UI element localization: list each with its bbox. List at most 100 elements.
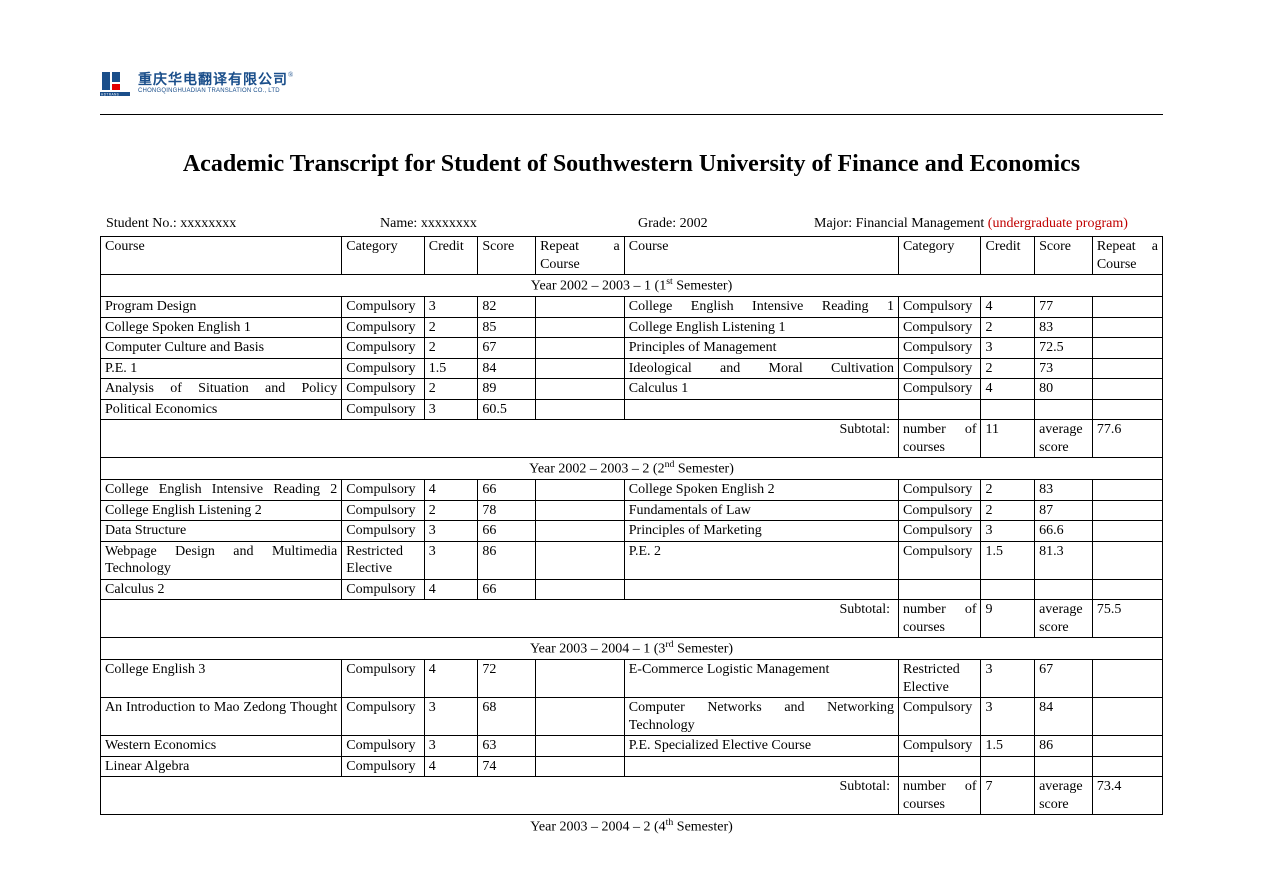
svg-text:HDTRANS: HDTRANS — [101, 93, 119, 97]
student-info-row: Student No.: xxxxxxxx Name: xxxxxxxx Gra… — [100, 216, 1163, 236]
table-row: Analysis of Situation and PolicyCompulso… — [101, 379, 1163, 400]
table-cell — [981, 579, 1035, 600]
table-cell: Repeat a Course — [536, 237, 625, 275]
table-cell: 4 — [981, 379, 1035, 400]
table-cell: Compulsory — [342, 358, 424, 379]
table-cell: 86 — [1035, 736, 1093, 757]
table-cell: Principles of Management — [624, 338, 898, 359]
subtotal-row: Subtotal: number of courses 9 average sc… — [101, 600, 1163, 638]
table-cell — [899, 579, 981, 600]
table-cell: 3 — [981, 521, 1035, 542]
table-cell: Compulsory — [342, 579, 424, 600]
table-cell — [1092, 660, 1162, 698]
table-cell — [536, 660, 625, 698]
table-cell: 3 — [424, 399, 478, 420]
document-title: Academic Transcript for Student of South… — [100, 151, 1163, 178]
table-cell: Compulsory — [342, 399, 424, 420]
table-cell: Credit — [424, 237, 478, 275]
semester-header: Year 2003 – 2004 – 1 (3rd Semester) — [101, 638, 1163, 660]
table-cell: 89 — [478, 379, 536, 400]
table-cell: 3 — [424, 297, 478, 318]
table-cell: College Spoken English 1 — [101, 317, 342, 338]
table-row: Data StructureCompulsory366 Principles o… — [101, 521, 1163, 542]
table-cell: College English Intensive Reading 1 — [624, 297, 898, 318]
table-row: An Introduction to Mao Zedong ThoughtCom… — [101, 698, 1163, 736]
table-cell: College English Intensive Reading 2 — [101, 480, 342, 501]
table-cell — [1092, 317, 1162, 338]
table-cell: 82 — [478, 297, 536, 318]
table-cell — [1035, 399, 1093, 420]
table-cell — [1092, 338, 1162, 359]
header-divider — [100, 114, 1163, 115]
table-cell: 4 — [424, 660, 478, 698]
table-cell: Western Economics — [101, 736, 342, 757]
table-cell: Course — [101, 237, 342, 275]
table-header-row: CourseCategoryCreditScoreRepeat a Course… — [101, 237, 1163, 275]
table-cell: Computer Culture and Basis — [101, 338, 342, 359]
table-row: Political EconomicsCompulsory360.5 — [101, 399, 1163, 420]
table-cell: College Spoken English 2 — [624, 480, 898, 501]
table-cell — [536, 756, 625, 777]
table-cell: 78 — [478, 500, 536, 521]
table-cell: 68 — [478, 698, 536, 736]
table-cell: Compulsory — [899, 541, 981, 579]
table-cell: 84 — [1035, 698, 1093, 736]
table-cell: 1.5 — [981, 736, 1035, 757]
table-cell — [1035, 579, 1093, 600]
table-cell — [624, 756, 898, 777]
table-cell: P.E. 1 — [101, 358, 342, 379]
table-cell — [624, 399, 898, 420]
table-row: College Spoken English 1Compulsory285 Co… — [101, 317, 1163, 338]
table-cell: 4 — [424, 756, 478, 777]
table-cell — [1092, 736, 1162, 757]
subtotal-row: Subtotal: number of courses 11 average s… — [101, 420, 1163, 458]
table-cell: Compulsory — [899, 317, 981, 338]
table-cell: 67 — [478, 338, 536, 359]
table-cell — [536, 338, 625, 359]
table-cell: 2 — [981, 358, 1035, 379]
table-cell: 66 — [478, 521, 536, 542]
table-cell: 86 — [478, 541, 536, 579]
table-cell — [1092, 399, 1162, 420]
semester-header: Year 2002 – 2003 – 1 (1st Semester) — [101, 275, 1163, 297]
table-cell — [536, 541, 625, 579]
table-cell: 83 — [1035, 317, 1093, 338]
table-cell: Analysis of Situation and Policy — [101, 379, 342, 400]
table-cell: Restricted Elective — [342, 541, 424, 579]
table-row: Webpage Design and Multimedia Technology… — [101, 541, 1163, 579]
table-row: Linear AlgebraCompulsory474 — [101, 756, 1163, 777]
table-cell — [1092, 756, 1162, 777]
table-cell: Compulsory — [342, 736, 424, 757]
table-cell: Compulsory — [899, 358, 981, 379]
table-cell: An Introduction to Mao Zedong Thought — [101, 698, 342, 736]
table-cell: 2 — [424, 500, 478, 521]
table-cell: 4 — [424, 579, 478, 600]
transcript-table: CourseCategoryCreditScoreRepeat a Course… — [100, 236, 1163, 815]
table-row: Calculus 2Compulsory466 — [101, 579, 1163, 600]
table-cell — [624, 579, 898, 600]
table-cell: Restricted Elective — [899, 660, 981, 698]
table-cell: 72.5 — [1035, 338, 1093, 359]
table-cell: College English Listening 1 — [624, 317, 898, 338]
logo-mark-icon: HDTRANS — [100, 70, 130, 96]
table-cell: 3 — [424, 541, 478, 579]
table-cell: Compulsory — [342, 698, 424, 736]
table-row: Computer Culture and BasisCompulsory267 … — [101, 338, 1163, 359]
table-cell: 66.6 — [1035, 521, 1093, 542]
table-cell — [1092, 480, 1162, 501]
table-cell: Compulsory — [342, 500, 424, 521]
table-cell: 67 — [1035, 660, 1093, 698]
table-cell — [536, 480, 625, 501]
table-cell — [899, 756, 981, 777]
table-cell: 3 — [981, 698, 1035, 736]
student-major: Major: Financial Management (undergradua… — [814, 216, 1157, 232]
table-cell — [536, 500, 625, 521]
table-cell: Credit — [981, 237, 1035, 275]
table-cell — [536, 698, 625, 736]
table-cell: Ideological and Moral Cultivation — [624, 358, 898, 379]
table-cell: E-Commerce Logistic Management — [624, 660, 898, 698]
table-cell: Category — [342, 237, 424, 275]
table-cell: Compulsory — [342, 297, 424, 318]
table-cell: 72 — [478, 660, 536, 698]
table-cell: Political Economics — [101, 399, 342, 420]
